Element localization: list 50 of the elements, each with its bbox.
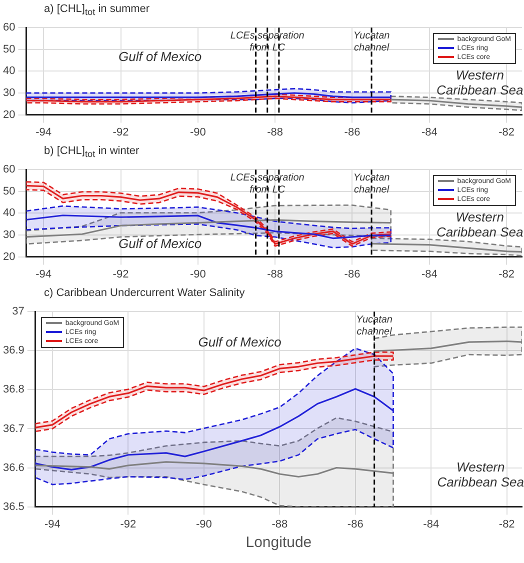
annotation: Gulf of Mexico <box>118 236 202 252</box>
x-tick-label: -84 <box>423 518 440 530</box>
y-tick-label: 36.9 <box>2 344 24 357</box>
x-tick-label: -94 <box>36 268 52 280</box>
x-tick-label: -82 <box>498 518 515 530</box>
y-tick-label: 40 <box>2 207 16 220</box>
ref-line-label: Yucatan channel <box>356 314 393 338</box>
y-tick-label: 30 <box>2 229 16 242</box>
y-tick-label: 40 <box>2 65 16 78</box>
x-tick-label: -90 <box>190 268 206 280</box>
x-tick-label: -94 <box>36 126 52 138</box>
x-tick-label: -92 <box>112 268 129 280</box>
annotation: Western Caribbean Sea <box>437 460 524 490</box>
y-tick-label: 36.8 <box>2 384 24 396</box>
x-tick-label: -94 <box>44 518 60 530</box>
y-tick-label: 36.6 <box>2 462 24 474</box>
y-tick-label: 20 <box>2 250 16 263</box>
y-tick-label: 20 <box>2 108 16 121</box>
y-tick-label: 50 <box>2 43 16 56</box>
y-tick-label: 50 <box>2 185 16 198</box>
x-tick-label: -86 <box>347 518 364 530</box>
x-tick-label: -82 <box>498 268 515 280</box>
ref-line-label: Yucatan channel <box>353 172 390 196</box>
chart-title: a) [CHL]$_{tot}$ in summer <box>43 2 151 18</box>
annotation: Gulf of Mexico <box>118 48 202 64</box>
chart-title: c) Caribbean Undercurrent Water Salinity <box>43 286 246 301</box>
x-tick-label: -92 <box>112 126 129 138</box>
annotation: Western Caribbean Sea <box>436 68 524 98</box>
x-tick-label: -84 <box>421 268 438 280</box>
x-tick-label: -88 <box>267 126 284 138</box>
x-tick-label: -86 <box>344 126 360 138</box>
y-tick-label: 60 <box>2 22 16 34</box>
x-tick-label: -90 <box>196 518 212 530</box>
y-tick-label: 36.5 <box>2 500 24 513</box>
y-tick-label: 37 <box>12 306 24 318</box>
x-axis-title: Longitude <box>246 534 312 552</box>
y-tick-label: 36.7 <box>2 422 24 435</box>
chart-title: b) [CHL]$_{tot}$ in winter <box>43 144 140 160</box>
ref-line-label: Yucatan channel <box>353 30 390 54</box>
x-tick-label: -90 <box>190 126 206 138</box>
annotation: Gulf of Mexico <box>198 334 282 350</box>
y-tick-label: 30 <box>2 87 16 100</box>
x-tick-label: -82 <box>498 126 515 138</box>
annotation: Western Caribbean Sea <box>436 210 524 240</box>
x-tick-label: -86 <box>344 268 360 280</box>
y-tick-label: 60 <box>2 164 16 176</box>
x-tick-label: -92 <box>120 518 136 530</box>
x-tick-label: -84 <box>421 126 438 138</box>
x-tick-label: -88 <box>272 518 288 530</box>
x-tick-label: -88 <box>267 268 284 280</box>
